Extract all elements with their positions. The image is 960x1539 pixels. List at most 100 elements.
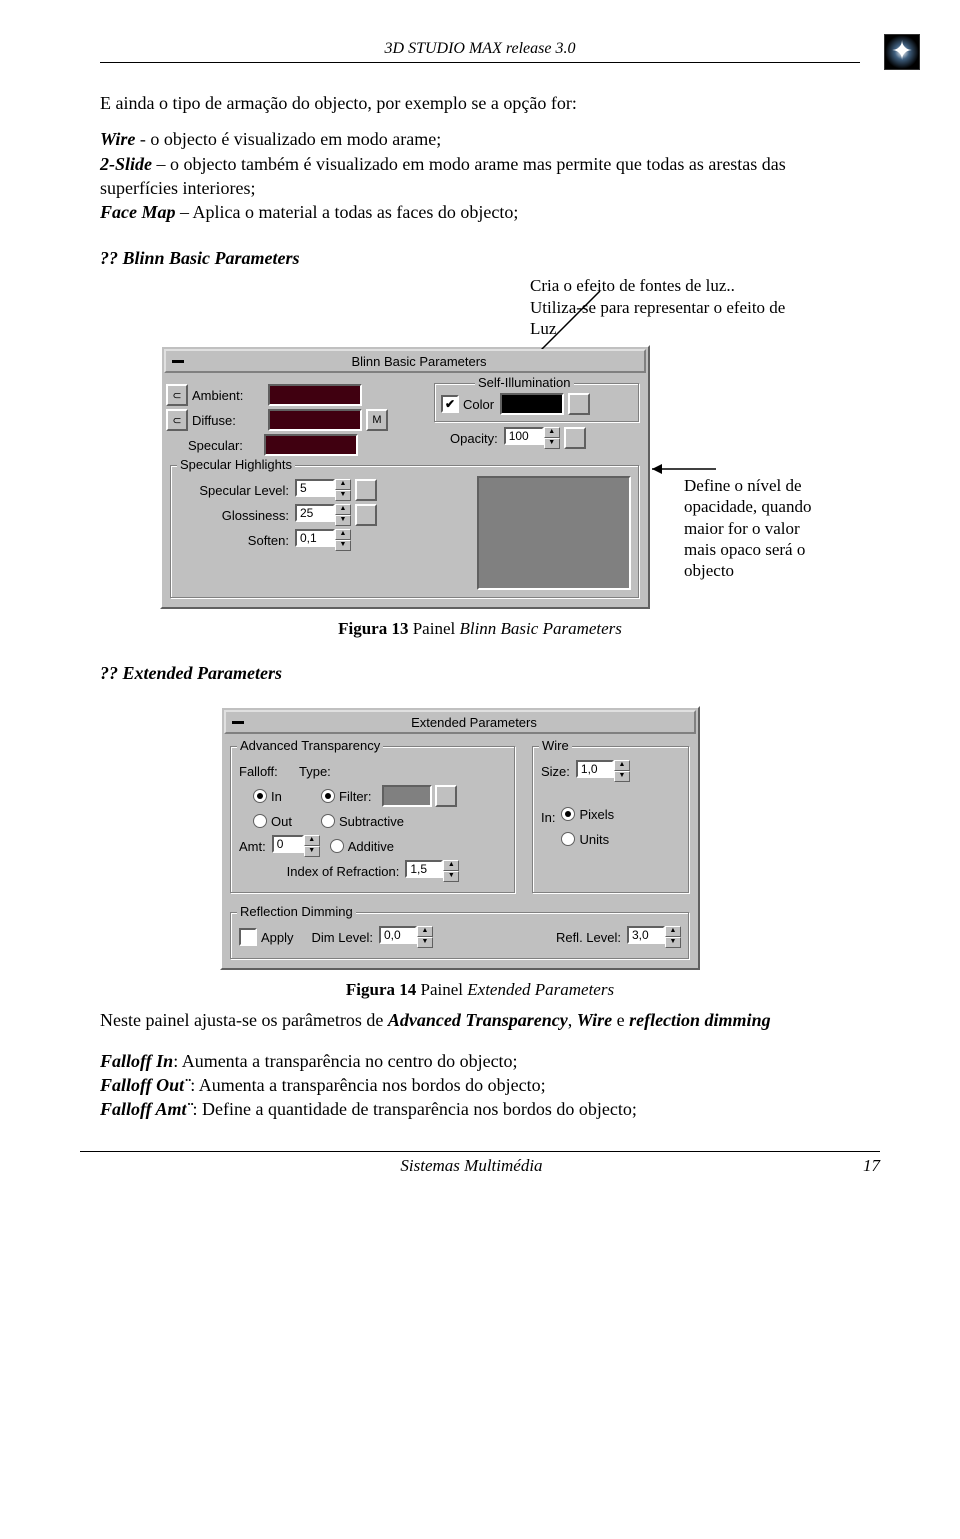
in2-label: In: (541, 810, 555, 825)
gloss-spinner[interactable]: ▲▼ (295, 504, 351, 526)
p1f: reflection dimming (629, 1010, 771, 1030)
fig14-bold: Figura 14 (346, 980, 416, 999)
opacity-map-button[interactable] (564, 427, 586, 449)
blinn-panel-wrap: Blinn Basic Parameters ⊂ Ambient: ⊂ Diff… (160, 345, 650, 609)
spin-down-icon[interactable]: ▼ (417, 937, 433, 948)
ior-spinner[interactable]: ▲▼ (405, 860, 459, 882)
dimlevel-input[interactable] (379, 926, 417, 944)
blinn-panel: Blinn Basic Parameters ⊂ Ambient: ⊂ Diff… (160, 345, 650, 609)
ambient-lock-button[interactable]: ⊂ (166, 384, 188, 406)
spin-down-icon[interactable]: ▼ (335, 515, 351, 526)
filter-map-button[interactable] (435, 785, 457, 807)
footer-center: Sistemas Multimédia (400, 1156, 542, 1176)
spin-up-icon[interactable]: ▲ (443, 860, 459, 871)
blinn-rollout-title: Blinn Basic Parameters (351, 354, 486, 369)
spin-down-icon[interactable]: ▼ (335, 540, 351, 551)
annotation-opacity: Define o nível de opacidade, quando maio… (684, 475, 834, 581)
spin-up-icon[interactable]: ▲ (335, 529, 351, 540)
fig14-italic: Extended Parameters (467, 980, 614, 999)
filter-swatch[interactable] (382, 785, 432, 807)
blinn-rollout-header[interactable]: Blinn Basic Parameters (164, 349, 646, 373)
facemap-term: Face Map (100, 202, 176, 222)
ambient-swatch[interactable] (268, 384, 362, 406)
refllevel-spinner[interactable]: ▲▼ (627, 926, 681, 948)
selfillum-swatch[interactable] (500, 393, 564, 415)
falloff-amt-term: Falloff Amt¨ (100, 1099, 193, 1119)
color-checkbox[interactable]: ✔ (441, 395, 459, 413)
p1b: Advanced Transparency (388, 1010, 568, 1030)
page-footer: Sistemas Multimédia 17 (80, 1151, 880, 1176)
falloff-defs: Falloff In: Aumenta a transparência no c… (100, 1049, 860, 1122)
spin-up-icon[interactable]: ▲ (665, 926, 681, 937)
opacity-spinner[interactable]: ▲▼ (504, 427, 560, 449)
p1e: e (612, 1010, 629, 1030)
spin-down-icon[interactable]: ▼ (665, 937, 681, 948)
selfillum-map-button[interactable] (568, 393, 590, 415)
specular-swatch[interactable] (264, 434, 358, 456)
gloss-label: Glossiness: (179, 508, 289, 523)
falloff-out-label: Out (271, 814, 315, 829)
apply-label: Apply (261, 930, 294, 945)
selfillum-legend: Self-Illumination (475, 375, 574, 390)
falloff-in-radio[interactable] (253, 789, 267, 803)
ior-input[interactable] (405, 860, 443, 878)
spin-up-icon[interactable]: ▲ (544, 427, 560, 438)
soften-spinner[interactable]: ▲▼ (295, 529, 351, 551)
wire-term: Wire (100, 129, 135, 149)
soften-input[interactable] (295, 529, 335, 547)
spin-up-icon[interactable]: ▲ (304, 835, 320, 846)
spec-highlights-legend: Specular Highlights (177, 457, 295, 472)
ext-rollout-header[interactable]: Extended Parameters (224, 710, 696, 734)
fig13-italic: Blinn Basic Parameters (459, 619, 621, 638)
spin-down-icon[interactable]: ▼ (614, 771, 630, 782)
type-filter-radio[interactable] (321, 789, 335, 803)
falloff-out-rest: : Aumenta a transparência nos bordos do … (190, 1075, 545, 1095)
header-title: 3D STUDIO MAX release 3.0 (385, 40, 576, 57)
spin-up-icon[interactable]: ▲ (335, 479, 351, 490)
speclevel-map-button[interactable] (355, 479, 377, 501)
falloff-label: Falloff: (239, 764, 293, 779)
ext-rollout-title: Extended Parameters (411, 715, 537, 730)
diffuse-lock-button[interactable]: ⊂ (166, 409, 188, 431)
opacity-input[interactable] (504, 427, 544, 445)
falloff-in-term: Falloff In (100, 1051, 173, 1071)
size-input[interactable] (576, 760, 614, 778)
p1a: Neste painel ajusta-se os parâmetros de (100, 1010, 388, 1030)
falloff-out-radio[interactable] (253, 814, 267, 828)
spec-level-spinner[interactable]: ▲▼ (295, 479, 351, 501)
dimlevel-label: Dim Level: (312, 930, 373, 945)
gloss-map-button[interactable] (355, 504, 377, 526)
type-additive-radio[interactable] (330, 839, 344, 853)
soften-label: Soften: (179, 533, 289, 548)
spin-up-icon[interactable]: ▲ (417, 926, 433, 937)
spec-level-input[interactable] (295, 479, 335, 497)
diffuse-swatch[interactable] (268, 409, 362, 431)
color-checkbox-label: Color (463, 397, 494, 412)
falloff-out-term: Falloff Out¨ (100, 1075, 190, 1095)
intro-lead: E ainda o tipo de armação do objecto, po… (100, 91, 860, 115)
slide-rest: – o objecto também é visualizado em modo… (100, 154, 786, 198)
diffuse-label: Diffuse: (192, 413, 262, 428)
spin-down-icon[interactable]: ▼ (544, 438, 560, 449)
spin-down-icon[interactable]: ▼ (335, 490, 351, 501)
type-subtractive-radio[interactable] (321, 814, 335, 828)
app-logo-icon (884, 34, 920, 70)
spin-up-icon[interactable]: ▲ (614, 760, 630, 771)
spin-down-icon[interactable]: ▼ (304, 846, 320, 857)
refllevel-input[interactable] (627, 926, 665, 944)
figure14-caption: Figura 14 Painel Extended Parameters (100, 980, 860, 1000)
spin-down-icon[interactable]: ▼ (443, 871, 459, 882)
apply-checkbox[interactable] (239, 928, 257, 946)
amt-spinner[interactable]: ▲▼ (272, 835, 320, 857)
spin-up-icon[interactable]: ▲ (335, 504, 351, 515)
pixels-radio[interactable] (561, 807, 575, 821)
dimlevel-spinner[interactable]: ▲▼ (379, 926, 433, 948)
units-radio[interactable] (561, 832, 575, 846)
page-header: 3D STUDIO MAX release 3.0 (100, 40, 860, 63)
diffuse-map-button[interactable]: M (366, 409, 388, 431)
size-spinner[interactable]: ▲▼ (576, 760, 630, 782)
refldim-legend: Reflection Dimming (237, 904, 356, 919)
gloss-input[interactable] (295, 504, 335, 522)
amt-label: Amt: (239, 839, 266, 854)
amt-input[interactable] (272, 835, 304, 853)
